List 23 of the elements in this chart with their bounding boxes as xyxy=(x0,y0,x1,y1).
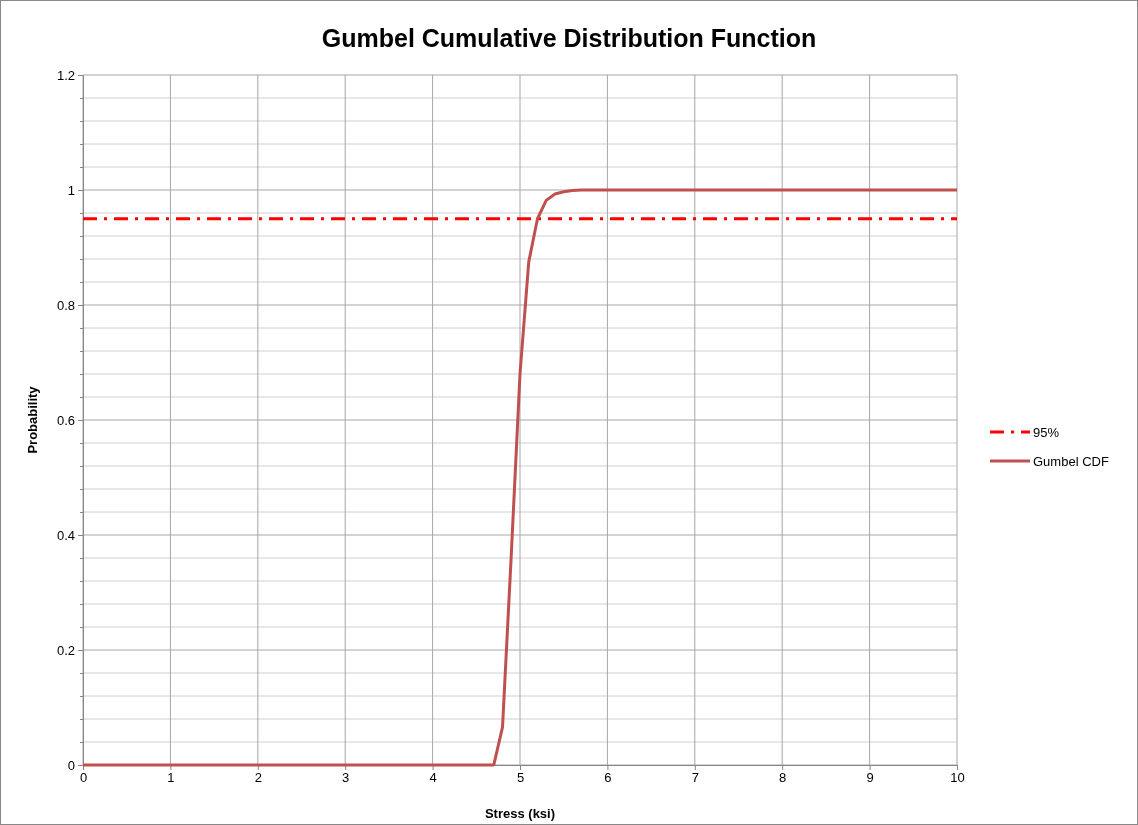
x-tick-label: 9 xyxy=(866,770,874,786)
y-tick-label: 0.4 xyxy=(56,527,75,543)
x-tick-label: 3 xyxy=(342,770,350,786)
x-tick-label: 7 xyxy=(691,770,699,786)
y-tick-label: 1 xyxy=(67,182,75,198)
x-tick-label: 6 xyxy=(604,770,612,786)
x-axis-title: Stress (ksi) xyxy=(484,806,556,821)
chart-title: Gumbel Cumulative Distribution Function xyxy=(321,24,817,52)
x-tick-label: 5 xyxy=(516,770,525,786)
y-tick-label: 0.8 xyxy=(56,297,75,313)
legend-label: 95% xyxy=(1033,425,1060,440)
x-tick-label: 10 xyxy=(950,770,965,786)
y-axis-title: Probability xyxy=(25,385,40,454)
x-tick-label: 2 xyxy=(254,770,262,786)
x-tick-label: 4 xyxy=(429,770,437,786)
y-tick-label: 0 xyxy=(67,757,75,773)
y-tick-label: 0.2 xyxy=(56,642,75,658)
x-tick-label: 0 xyxy=(79,770,88,786)
y-tick-label: 1.2 xyxy=(56,67,75,83)
y-tick-label: 0.6 xyxy=(56,412,75,428)
x-tick-label: 8 xyxy=(779,770,787,786)
x-tick-label: 1 xyxy=(167,770,175,786)
legend-label: Gumbel CDF xyxy=(1033,454,1109,469)
